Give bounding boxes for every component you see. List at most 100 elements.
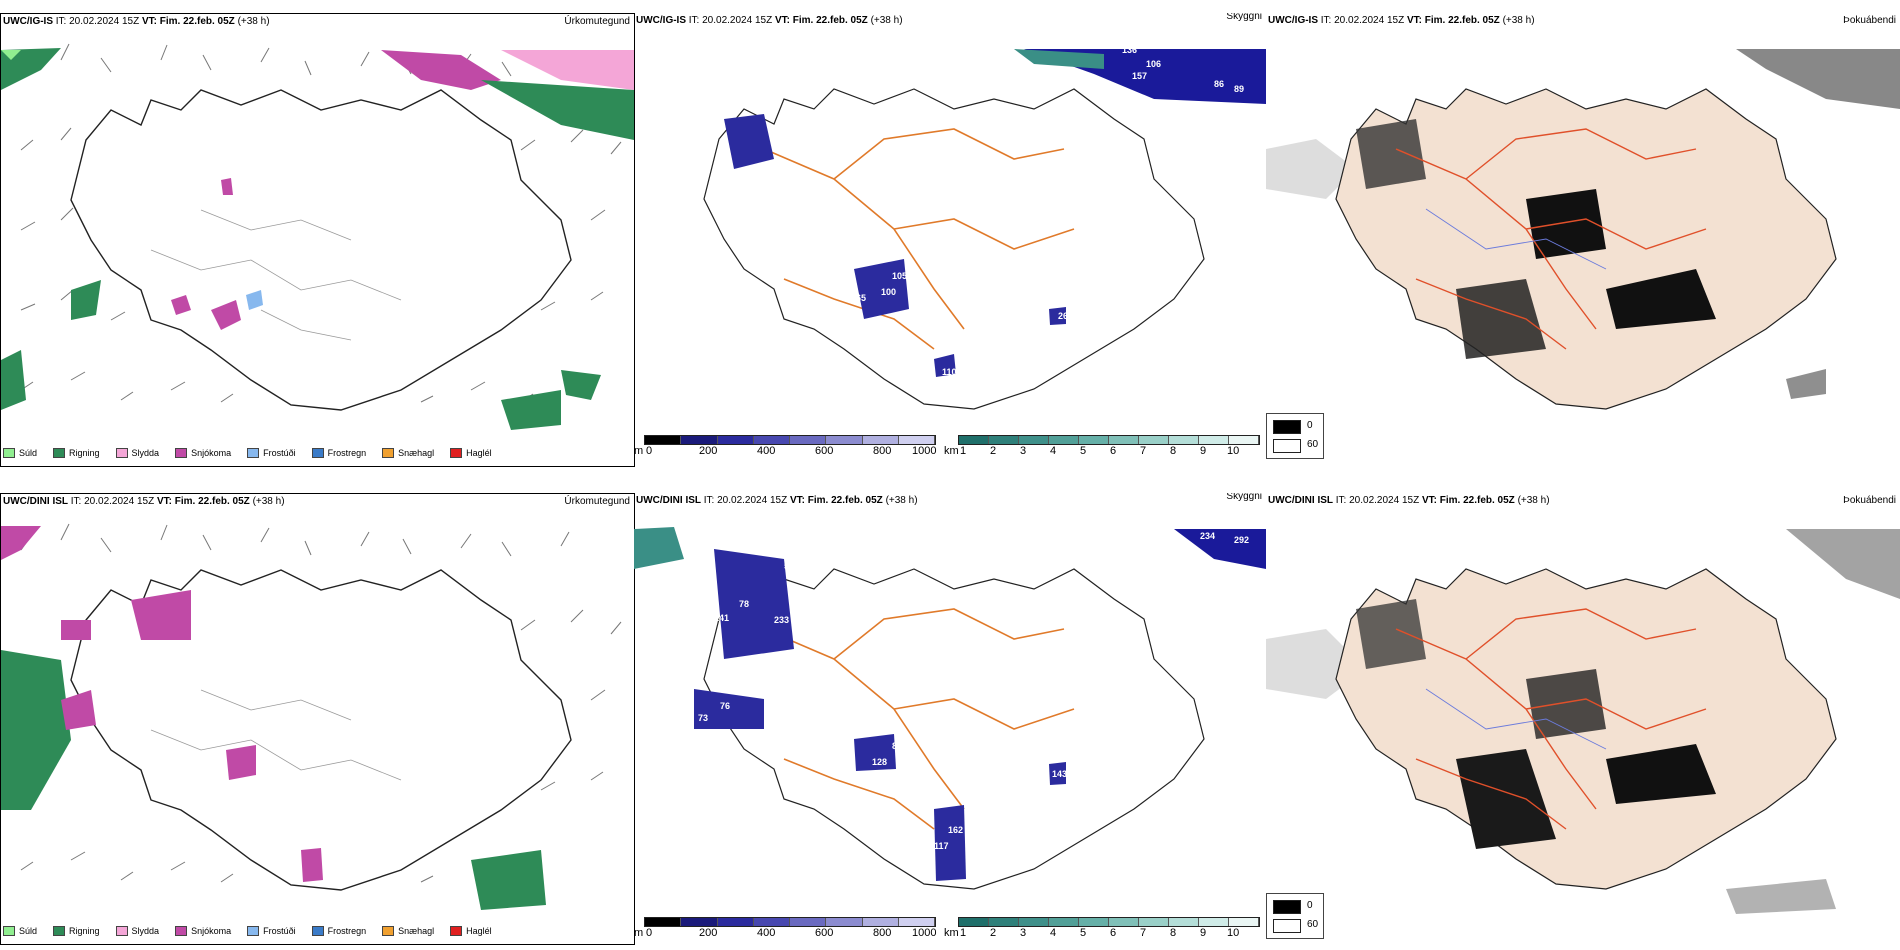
visibility-colorbar: km 1 2 3 4 5 6 7 8 9 10 bbox=[944, 435, 1264, 459]
svg-text:65: 65 bbox=[856, 293, 866, 303]
svg-text:148: 148 bbox=[1154, 407, 1169, 417]
svg-text:57: 57 bbox=[784, 561, 794, 571]
svg-text:135: 135 bbox=[772, 651, 787, 661]
legend-item: Rigning bbox=[53, 926, 100, 936]
legend-swatch bbox=[175, 926, 188, 936]
legend-swatch bbox=[3, 448, 15, 458]
svg-text:106: 106 bbox=[1146, 59, 1161, 69]
legend-swatch bbox=[311, 448, 324, 458]
svg-text:100: 100 bbox=[881, 287, 896, 297]
panel-title: Skyggni bbox=[1226, 493, 1262, 502]
precip-legend: Súld Rigning Slydda Snjókoma Frostúði Fr… bbox=[3, 446, 492, 460]
legend-item: Snæhagl bbox=[382, 448, 434, 458]
ceiling-colorbar-strip bbox=[644, 917, 936, 927]
legend-swatch bbox=[382, 926, 395, 936]
fog-panel-top: UWC/IG-IS IT: 20.02.2024 15Z VT: Fim. 22… bbox=[1266, 13, 1900, 465]
panel-header: UWC/DINI ISL IT: 20.02.2024 15Z VT: Fim.… bbox=[3, 496, 285, 507]
legend-item: Frostregn bbox=[311, 448, 366, 458]
svg-text:198: 198 bbox=[944, 745, 959, 755]
legend-swatch bbox=[3, 926, 15, 936]
legend-item: Súld bbox=[3, 448, 37, 458]
panel-title: Úrkomutegund bbox=[564, 16, 630, 27]
panel-title: Úrkomutegund bbox=[564, 496, 630, 507]
iceland-coastline bbox=[70, 89, 572, 411]
legend-item: Haglél bbox=[450, 926, 492, 936]
svg-text:86: 86 bbox=[1214, 79, 1224, 89]
legend-swatch bbox=[53, 926, 66, 936]
svg-text:128: 128 bbox=[872, 757, 887, 767]
legend-swatch bbox=[247, 448, 260, 458]
precip-type-panel-bottom: UWC/DINI ISL IT: 20.02.2024 15Z VT: Fim.… bbox=[0, 493, 635, 945]
legend-item: Snæhagl bbox=[382, 926, 434, 936]
svg-text:73: 73 bbox=[698, 713, 708, 723]
panel-title: Skyggni bbox=[1226, 13, 1262, 22]
svg-text:143: 143 bbox=[794, 599, 809, 609]
panel-header: UWC/IG-IS IT: 20.02.2024 15Z VT: Fim. 22… bbox=[636, 15, 903, 26]
legend-swatch bbox=[115, 448, 128, 458]
panel-title: Þokuábendi bbox=[1843, 15, 1896, 26]
precip-legend: Súld Rigning Slydda Snjókoma Frostúði Fr… bbox=[3, 924, 492, 938]
ceiling-colorbar: m 0 200 400 600 800 1000 bbox=[634, 917, 940, 941]
svg-text:82: 82 bbox=[680, 169, 690, 179]
svg-text:157: 157 bbox=[1132, 71, 1147, 81]
svg-text:105: 105 bbox=[892, 271, 907, 281]
legend-item: Frostregn bbox=[311, 926, 366, 936]
legend-item: Snjókoma bbox=[175, 448, 231, 458]
legend-swatch bbox=[115, 926, 128, 936]
precip-type-panel-top: UWC/IG-IS IT: 20.02.2024 15Z VT: Fim. 22… bbox=[0, 13, 635, 467]
panel-header: UWC/DINI ISL IT: 20.02.2024 15Z VT: Fim.… bbox=[1268, 495, 1550, 506]
svg-text:89: 89 bbox=[1234, 84, 1244, 94]
fog-legend-swatch bbox=[1273, 420, 1301, 434]
legend-swatch bbox=[450, 448, 463, 458]
svg-text:84: 84 bbox=[892, 741, 902, 751]
legend-swatch bbox=[450, 926, 463, 936]
legend-swatch bbox=[247, 926, 260, 936]
visibility-colorbar-strip bbox=[958, 435, 1260, 445]
visibility-map: 136 106 157 86 89 80 82 100 105 65 32 11… bbox=[680, 45, 1266, 417]
svg-text:143: 143 bbox=[1052, 769, 1067, 779]
precip-map bbox=[1, 523, 622, 910]
legend-item: Snjókoma bbox=[175, 926, 231, 936]
svg-text:136: 136 bbox=[1122, 45, 1137, 55]
fog-panel-bottom: UWC/DINI ISL IT: 20.02.2024 15Z VT: Fim.… bbox=[1266, 493, 1900, 943]
visibility-map: 57 78 141 143 233 135 73 76 84 128 198 1… bbox=[634, 527, 1266, 890]
svg-text:76: 76 bbox=[720, 701, 730, 711]
legend-swatch bbox=[175, 448, 188, 458]
ceiling-colorbar-strip bbox=[644, 435, 936, 445]
svg-text:26: 26 bbox=[1058, 311, 1068, 321]
ceiling-colorbar: m 0 200 400 600 800 1000 bbox=[634, 435, 940, 459]
legend-item: Haglél bbox=[450, 448, 492, 458]
legend-item: Rigning bbox=[53, 448, 100, 458]
fog-legend-swatch bbox=[1273, 900, 1301, 914]
svg-text:110: 110 bbox=[942, 367, 957, 377]
svg-text:234: 234 bbox=[1200, 531, 1215, 541]
legend-item: Frostúði bbox=[247, 448, 296, 458]
svg-text:292: 292 bbox=[1234, 535, 1249, 545]
fog-map bbox=[1266, 49, 1900, 410]
precip-map bbox=[1, 43, 634, 430]
legend-swatch bbox=[53, 448, 66, 458]
visibility-panel-top: UWC/IG-IS IT: 20.02.2024 15Z VT: Fim. 22… bbox=[634, 13, 1266, 465]
fog-legend-swatch bbox=[1273, 439, 1301, 453]
svg-text:32: 32 bbox=[779, 231, 789, 241]
svg-text:162: 162 bbox=[948, 825, 963, 835]
svg-text:78: 78 bbox=[739, 599, 749, 609]
panel-title: Þokuábendi bbox=[1843, 495, 1896, 506]
svg-text:80: 80 bbox=[710, 182, 720, 192]
panel-header: UWC/IG-IS IT: 20.02.2024 15Z VT: Fim. 22… bbox=[1268, 15, 1535, 26]
legend-item: Slydda bbox=[115, 926, 159, 936]
visibility-panel-bottom: UWC/DINI ISL IT: 20.02.2024 15Z VT: Fim.… bbox=[634, 493, 1266, 943]
svg-text:69: 69 bbox=[784, 201, 794, 211]
legend-item: Súld bbox=[3, 926, 37, 936]
fog-legend: 0 60 bbox=[1266, 413, 1324, 459]
legend-item: Frostúði bbox=[247, 926, 296, 936]
legend-item: Slydda bbox=[115, 448, 159, 458]
fog-map bbox=[1266, 529, 1900, 914]
fog-legend-swatch bbox=[1273, 919, 1301, 933]
svg-text:233: 233 bbox=[774, 615, 789, 625]
visibility-colorbar: km 1 2 3 4 5 6 7 8 9 10 bbox=[944, 917, 1264, 941]
svg-text:141: 141 bbox=[714, 613, 729, 623]
panel-header: UWC/DINI ISL IT: 20.02.2024 15Z VT: Fim.… bbox=[636, 495, 918, 506]
legend-swatch bbox=[311, 926, 324, 936]
legend-swatch bbox=[382, 448, 395, 458]
